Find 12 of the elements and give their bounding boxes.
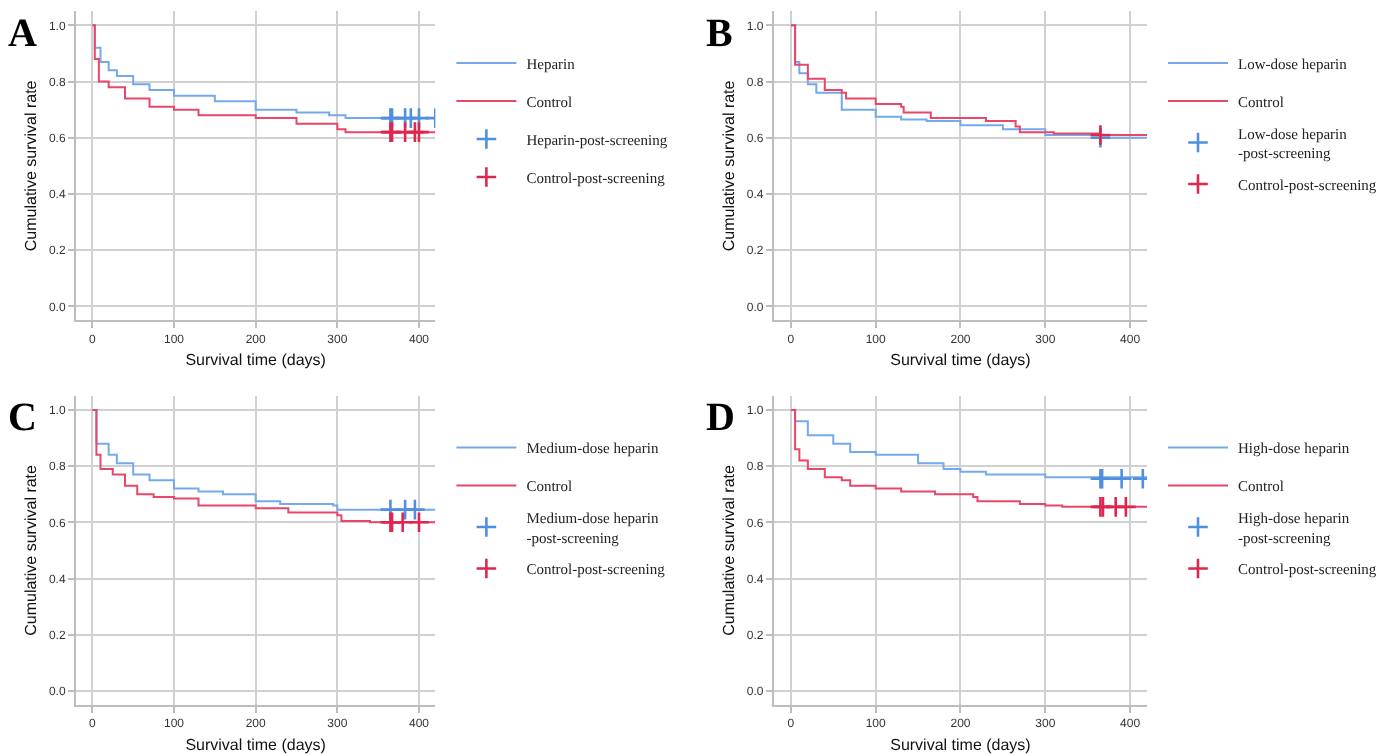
x-axis-title: Survival time (days)	[890, 735, 1032, 754]
chart-title: B	[706, 12, 733, 56]
y-axis-title: Cumulative survival rate	[22, 79, 41, 252]
x-axis-title: Survival time (days)	[890, 351, 1032, 370]
x-axis-title: Survival time (days)	[185, 735, 327, 754]
y-axis-title: Cumulative survival rate	[720, 79, 739, 252]
chart-title: A	[8, 12, 38, 56]
y-axis-title: Cumulative survival rate	[22, 463, 41, 636]
chart-title: C	[8, 396, 37, 440]
x-axis-title: Survival time (days)	[185, 351, 327, 370]
y-axis-title: Cumulative survival rate	[720, 463, 739, 636]
chart-title: D	[706, 396, 735, 440]
